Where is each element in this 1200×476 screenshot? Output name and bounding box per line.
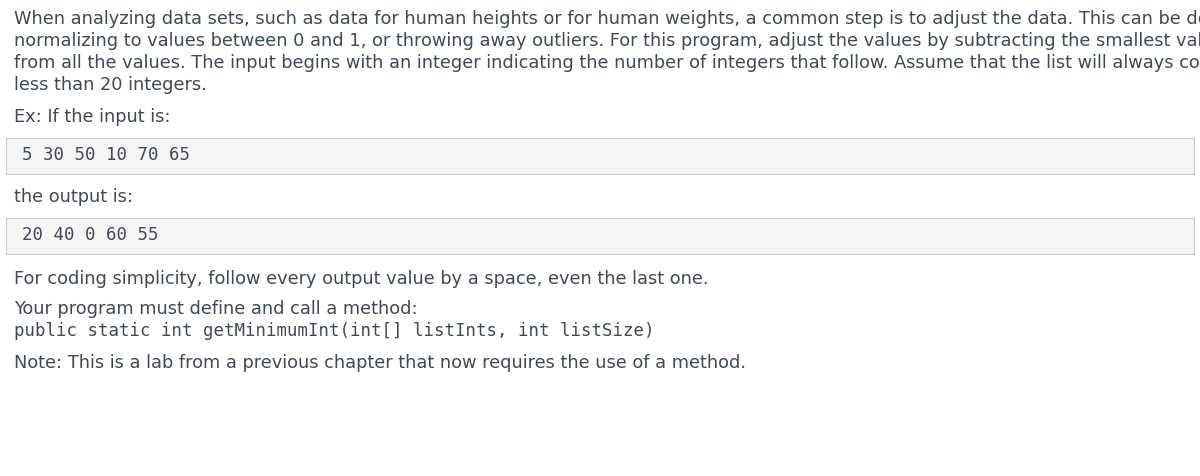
- Text: Your program must define and call a method:: Your program must define and call a meth…: [14, 300, 418, 318]
- Text: For coding simplicity, follow every output value by a space, even the last one.: For coding simplicity, follow every outp…: [14, 270, 708, 288]
- Text: When analyzing data sets, such as data for human heights or for human weights, a: When analyzing data sets, such as data f…: [14, 10, 1200, 28]
- Text: public static int getMinimumInt(int[] listInts, int listSize): public static int getMinimumInt(int[] li…: [14, 322, 654, 340]
- Text: the output is:: the output is:: [14, 188, 133, 206]
- Text: less than 20 integers.: less than 20 integers.: [14, 76, 206, 94]
- Text: Ex: If the input is:: Ex: If the input is:: [14, 108, 170, 126]
- Text: Note: This is a lab from a previous chapter that now requires the use of a metho: Note: This is a lab from a previous chap…: [14, 354, 746, 372]
- Text: 20 40 0 60 55: 20 40 0 60 55: [22, 226, 158, 244]
- Text: normalizing to values between 0 and 1, or throwing away outliers. For this progr: normalizing to values between 0 and 1, o…: [14, 32, 1200, 50]
- Text: from all the values. The input begins with an integer indicating the number of i: from all the values. The input begins wi…: [14, 54, 1200, 72]
- Text: 5 30 50 10 70 65: 5 30 50 10 70 65: [22, 146, 190, 164]
